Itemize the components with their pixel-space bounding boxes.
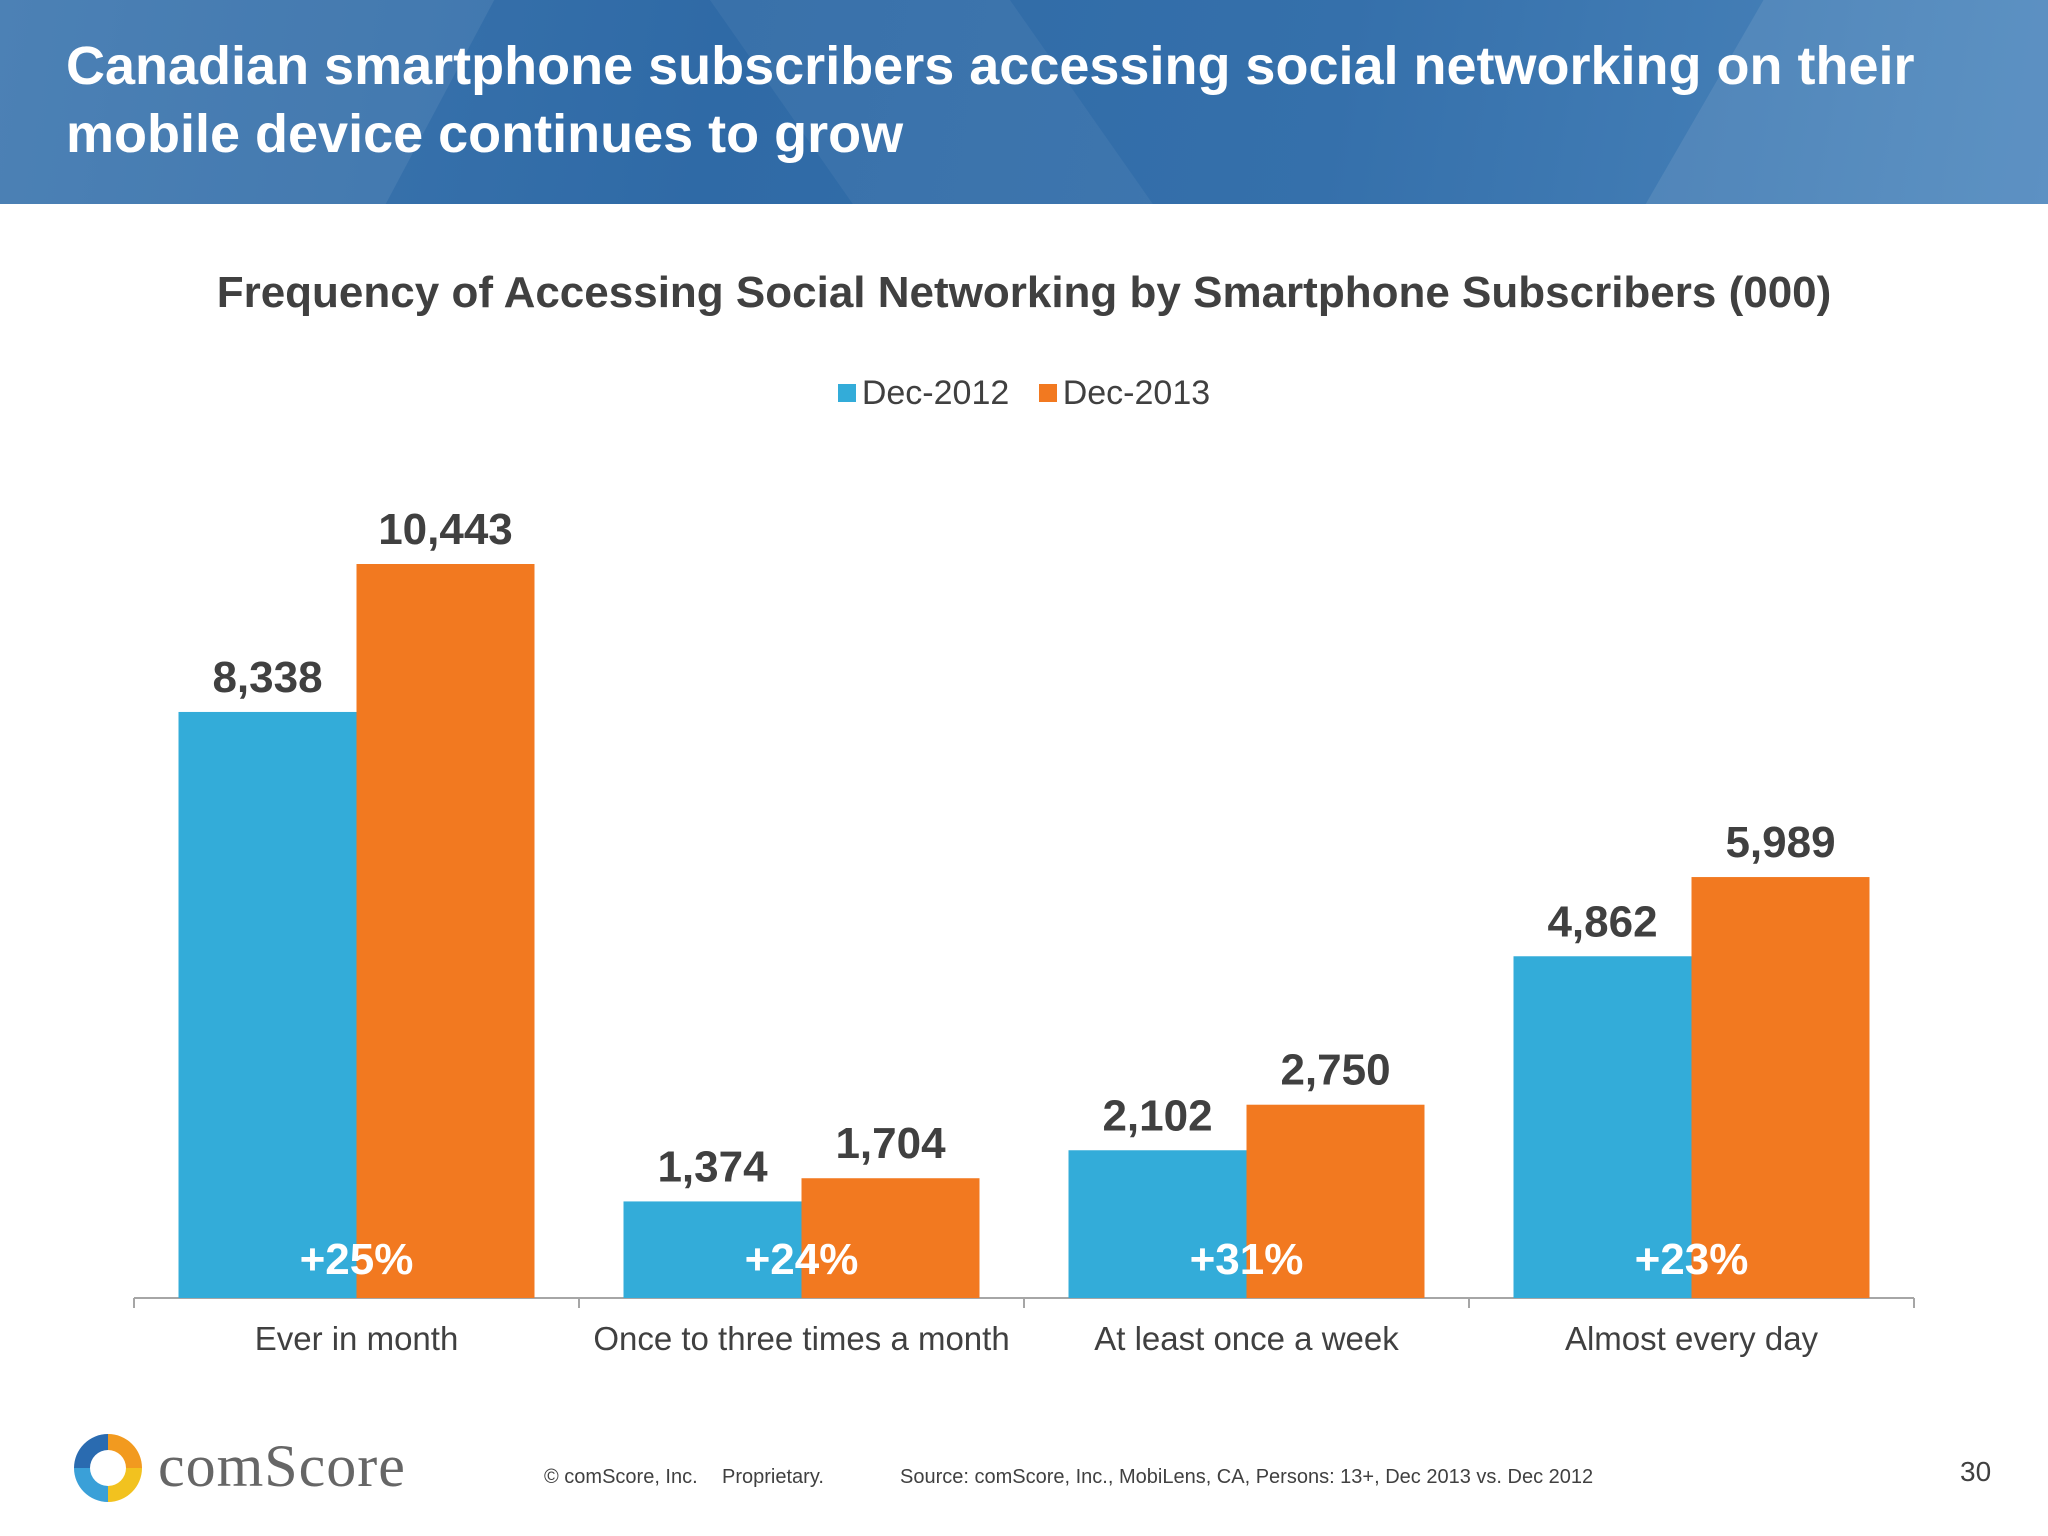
- data-label: 1,704: [835, 1119, 946, 1168]
- legend-label-dec-2012: Dec-2012: [861, 374, 1010, 412]
- legend-item-dec-2013: Dec-2013: [1038, 374, 1211, 413]
- x-tick-label: At least once a week: [1094, 1320, 1399, 1357]
- slide-title: Canadian smartphone subscribers accessin…: [66, 36, 1915, 164]
- bar-dec-2012-1: [178, 711, 357, 1298]
- comscore-logo-text: comScore: [158, 1433, 406, 1499]
- bar-dec-2013-3: [1246, 1104, 1425, 1298]
- data-label: 2,750: [1280, 1046, 1390, 1095]
- x-tick-label: Almost every day: [1565, 1320, 1819, 1357]
- legend-swatch-dec-2013: [1038, 384, 1057, 402]
- page-number: 30: [1960, 1456, 1992, 1487]
- data-label: 8,338: [212, 653, 322, 702]
- bar-dec-2012-4: [1513, 956, 1692, 1298]
- bar-dec-2013-2: [801, 1178, 980, 1298]
- x-tick-label: Ever in month: [255, 1320, 459, 1357]
- bar-dec-2012-2: [623, 1201, 802, 1298]
- data-label: 10,443: [378, 505, 513, 554]
- footer-source: Source: comScore, Inc., MobiLens, CA, Pe…: [900, 1466, 1594, 1488]
- comscore-logo-icon: [74, 1434, 142, 1502]
- bar-dec-2013-1: [356, 564, 535, 1298]
- legend-item-dec-2012: Dec-2012: [837, 374, 1010, 413]
- growth-label: +24%: [745, 1235, 859, 1284]
- slide-header: Canadian smartphone subscribers accessin…: [0, 0, 2048, 204]
- data-label: 5,989: [1725, 818, 1835, 867]
- growth-label: +25%: [300, 1235, 414, 1284]
- chart-legend: Dec-2012 Dec-2013: [0, 374, 2048, 413]
- growth-label: +31%: [1190, 1235, 1304, 1284]
- x-tick-label: Once to three times a month: [593, 1320, 1009, 1357]
- legend-swatch-dec-2012: [837, 384, 856, 402]
- chart-title: Frequency of Accessing Social Networking…: [216, 268, 1832, 317]
- bar-dec-2012-3: [1068, 1150, 1247, 1298]
- bar-dec-2013-4: [1691, 877, 1870, 1298]
- footer-copyright: © comScore, Inc.: [544, 1466, 698, 1488]
- data-label: 1,374: [657, 1142, 768, 1191]
- legend-label-dec-2013: Dec-2013: [1062, 374, 1211, 412]
- data-label: 2,102: [1102, 1091, 1212, 1140]
- data-label: 4,862: [1547, 897, 1657, 946]
- growth-label: +23%: [1635, 1235, 1749, 1284]
- footer-proprietary: Proprietary.: [722, 1466, 824, 1488]
